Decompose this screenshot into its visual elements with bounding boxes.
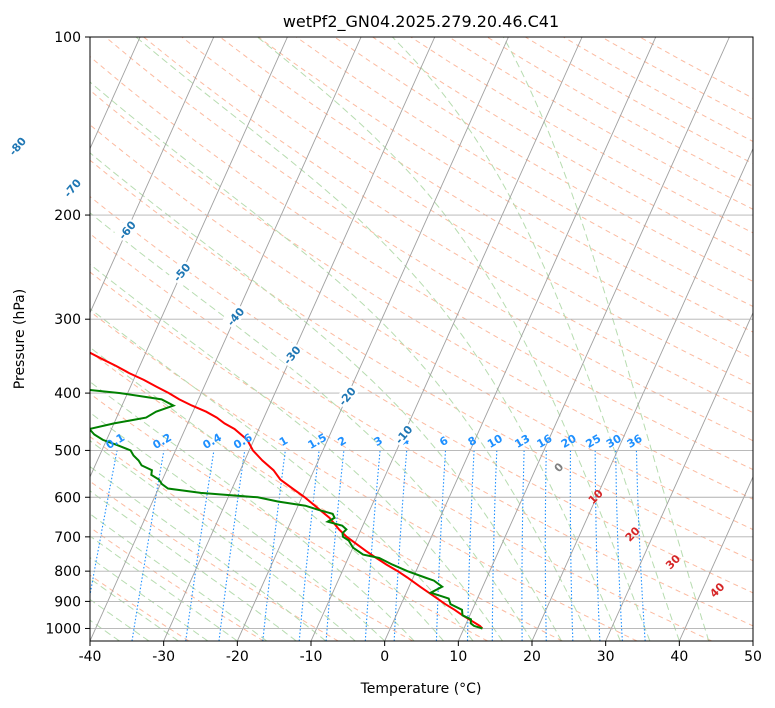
dewpoint-line — [90, 388, 483, 630]
moist-adiabat-line — [90, 535, 238, 641]
isotherm-line — [90, 37, 215, 314]
y-tick-label: 200 — [54, 208, 81, 224]
isotherm-label-bg — [333, 382, 359, 409]
isotherm-line — [90, 37, 288, 478]
isotherm-label-bg — [113, 216, 139, 243]
isotherm-label-bg — [59, 174, 84, 201]
x-tick-label: -10 — [300, 649, 323, 665]
moist-adiabat-line — [90, 412, 386, 641]
moist-adiabat-line — [256, 37, 651, 641]
mixing-ratio-line — [435, 450, 447, 641]
y-tick-label: 800 — [54, 564, 81, 580]
dry-adiabat-line — [219, 37, 753, 359]
dry-adiabat-line — [143, 37, 753, 414]
x-axis-label: Temperature (°C) — [360, 681, 482, 697]
isotherm-label-bg — [222, 303, 248, 329]
moist-adiabat-line — [90, 440, 356, 641]
mixing-ratio-line — [521, 450, 525, 641]
y-tick-label: 400 — [54, 386, 81, 402]
isotherm-line — [310, 37, 583, 641]
mixing-ratio-line — [615, 450, 623, 641]
y-axis-label: Pressure (hPa) — [12, 289, 28, 389]
isotherm-line — [163, 37, 436, 641]
moist-adiabat-line — [90, 466, 327, 641]
x-tick-label: -40 — [79, 649, 102, 665]
isotherm-line — [457, 37, 730, 641]
isotherm-label-bg — [168, 258, 194, 285]
y-tick-label: 700 — [54, 530, 81, 546]
mixing-ratio-line — [364, 450, 381, 641]
dry-adiabat-line — [90, 310, 638, 641]
x-tick-label: -30 — [152, 649, 175, 665]
moist-adiabat-line — [90, 263, 503, 641]
dry-adiabat-line — [296, 37, 753, 308]
mixing-ratio-line — [569, 450, 574, 641]
temperature-line — [90, 351, 484, 630]
isotherm-label-bg — [278, 341, 304, 368]
dry-adiabat-line — [334, 37, 753, 282]
isotherm-label-bg — [390, 420, 416, 447]
y-tick-label: 600 — [54, 490, 81, 506]
moist-adiabat-line — [90, 346, 444, 641]
dry-adiabat-line — [90, 124, 753, 531]
dry-adiabat-line — [90, 89, 753, 500]
profile-traces — [90, 351, 484, 630]
y-tick-label: 300 — [54, 312, 81, 328]
isotherm-label-bg — [4, 132, 30, 159]
x-tick-label: 0 — [380, 649, 389, 665]
x-tick-label: 10 — [449, 649, 467, 665]
x-tick-label: -20 — [226, 649, 249, 665]
dry-adiabat-line — [90, 351, 563, 641]
dry-adiabat-line — [90, 271, 712, 641]
moist-adiabat-line — [392, 37, 680, 641]
x-tick-label: 50 — [744, 649, 762, 665]
dry-adiabat-line — [90, 574, 190, 641]
moist-adiabat-line — [135, 37, 621, 641]
dry-adiabat-line — [90, 436, 414, 641]
moist-adiabat-line — [90, 490, 297, 641]
y-tick-label: 500 — [54, 443, 81, 459]
x-tick-label: 30 — [597, 649, 615, 665]
isotherm-line — [236, 37, 509, 641]
mixing-ratio-line — [466, 450, 475, 641]
y-tick-label: 900 — [54, 594, 81, 610]
isotherm-line — [384, 37, 657, 641]
dry-adiabat-line — [90, 233, 753, 627]
plot-frame — [89, 36, 754, 642]
mixing-ratio-line — [325, 450, 345, 641]
isotherm-line — [90, 37, 141, 150]
dry-adiabat-line — [90, 55, 753, 471]
mixing-ratio-line — [594, 450, 601, 641]
chart-title: wetPf2_GN04.2025.279.20.46.C41 — [283, 12, 559, 32]
mixing-ratio-line — [393, 450, 408, 641]
mixing-ratio-line — [298, 450, 320, 641]
moist-adiabat-line — [90, 381, 415, 641]
moist-adiabat-line — [502, 37, 710, 641]
isotherm-line — [90, 37, 362, 641]
x-tick-label: 20 — [523, 649, 541, 665]
moist-adiabat-line — [90, 81, 592, 641]
dry-adiabat-line — [90, 393, 488, 641]
moist-adiabat-line — [90, 513, 268, 641]
y-tick-label: 100 — [54, 30, 81, 46]
x-tick-label: 40 — [670, 649, 688, 665]
isotherm-line — [531, 147, 753, 641]
moist-adiabat-line — [90, 152, 562, 641]
isotherm-line — [678, 475, 753, 641]
grid-lines — [90, 37, 753, 641]
y-tick-label: 1000 — [45, 621, 81, 637]
plot-background — [90, 37, 753, 641]
mixing-ratio-line — [262, 450, 286, 641]
mixing-ratio-line — [544, 450, 547, 641]
isotherm-line — [605, 311, 753, 641]
axis-ticks: -40 -30 -20 -10 0 10 20 30 40 50 100 200 300 400 500 60… — [45, 30, 762, 665]
